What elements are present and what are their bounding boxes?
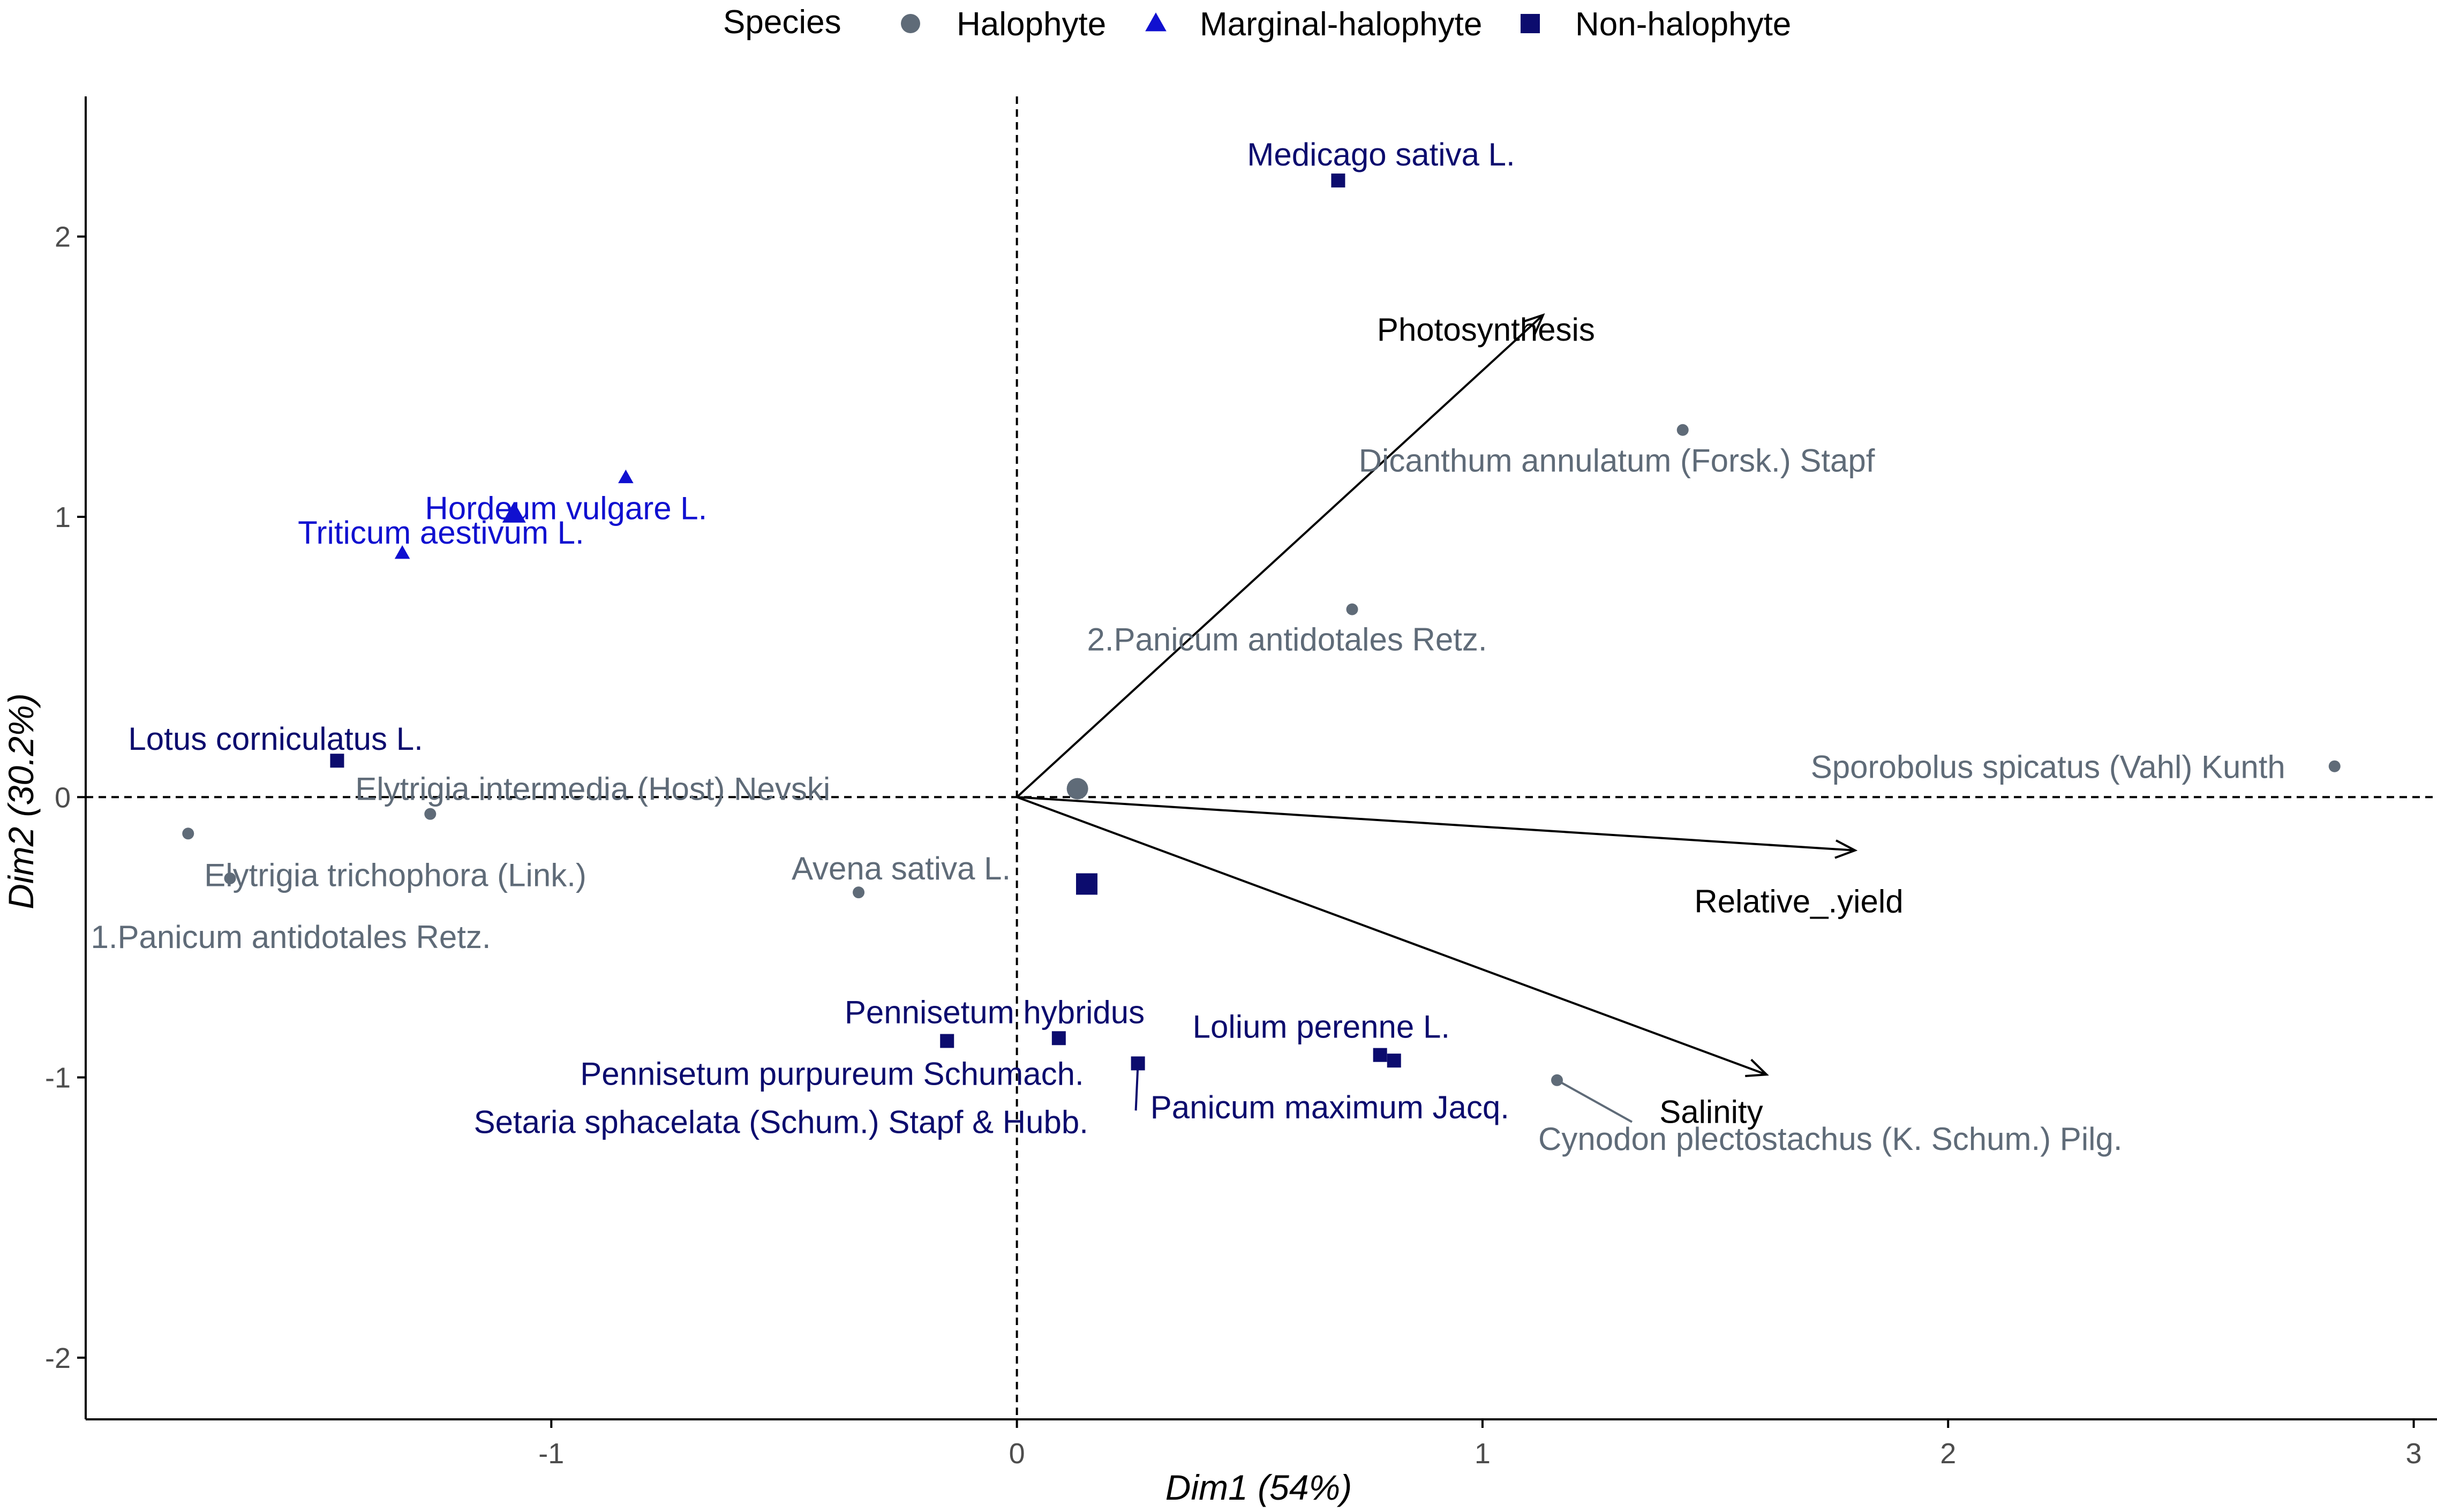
- point-labels: Medicago sativa L. Dicanthum annulatum (F…: [91, 137, 2285, 1157]
- point-lolium-perenne-l: [1373, 1048, 1387, 1062]
- label-triticum-aestivum-l: Triticum aestivum L.: [298, 515, 584, 551]
- label-avena-sativa-l: Avena sativa L.: [792, 851, 1011, 886]
- point-hordeum-vulgare-l: [618, 469, 634, 484]
- legend: Species Halophyte Marginal-halophyte Non-h…: [723, 4, 1791, 43]
- label-2-panicum-antidotales-retz: 2.Panicum antidotales Retz.: [1087, 622, 1487, 658]
- legend-title: Species: [723, 4, 841, 41]
- leader-cynodon-plectostachus-k-schum-pilg: [1556, 1079, 1633, 1123]
- y-axis-ticks: -2 -1 0 1 2: [45, 221, 86, 1374]
- label-leader-lines: [1134, 1063, 1633, 1123]
- label-lolium-perenne-l: Lolium perenne L.: [1193, 1009, 1450, 1045]
- leader-setaria-sphacelata-schum-stapf-hubb: [1134, 1063, 1139, 1111]
- label-elytrigia-intermedia-host-nevski: Elytrigia intermedia (Host) Nevski: [355, 771, 830, 807]
- x-axis-title: Dim1 (54%): [1165, 1468, 1352, 1507]
- group-centroids: [502, 501, 1098, 895]
- legend-marker-marginal-halophyte: [1145, 12, 1167, 32]
- label-pennisetum-purpureum-schumach: Pennisetum purpureum Schumach.: [580, 1056, 1084, 1092]
- reference-lines: [86, 96, 2437, 1419]
- vector-label-photosynthesis: Photosynthesis: [1377, 312, 1595, 348]
- point-2-panicum-antidotales-retz: [1346, 603, 1358, 615]
- legend-marker-non-halophyte: [1521, 14, 1540, 33]
- point-avena-sativa-l: [853, 886, 865, 899]
- centroid-marginal-halophyte: [502, 501, 526, 523]
- y-axis-title: Dim2 (30.2%): [1, 693, 41, 909]
- vector-label-salinity: Salinity: [1659, 1094, 1763, 1130]
- point-panicum-maximum-jacq: [1387, 1054, 1401, 1068]
- point-sporobolus-spicatus-vahl-kunth: [2328, 760, 2341, 772]
- label-sporobolus-spicatus-vahl-kunth: Sporobolus spicatus (Vahl) Kunth: [1811, 749, 2285, 785]
- legend-marker-halophyte: [901, 14, 920, 33]
- y-tick-label: 2: [55, 221, 71, 253]
- label-dicanthum-annulatum-forsk-stapf: Dicanthum annulatum (Forsk.) Stapf: [1359, 443, 1875, 479]
- y-tick-label: 0: [55, 781, 71, 814]
- x-tick-label: 3: [2406, 1438, 2422, 1470]
- label-elytrigia-trichophora-link: Elytrigia trichophora (Link.): [204, 857, 586, 893]
- label-panicum-maximum-jacq: Panicum maximum Jacq.: [1150, 1089, 1509, 1125]
- vector-label-relative-yield: Relative_.yield: [1694, 884, 1903, 920]
- point-pennisetum-purpureum-schumach: [940, 1034, 954, 1048]
- label-setaria-sphacelata-schum-stapf-hubb: Setaria sphacelata (Schum.) Stapf & Hubb…: [474, 1104, 1088, 1140]
- label-hordeum-vulgare-l: Hordeum vulgare L.: [425, 491, 707, 526]
- vector-salinity: [1016, 796, 1767, 1076]
- y-tick-label: -1: [45, 1062, 71, 1094]
- vector-arrowhead-photosynthesis: [1522, 313, 1545, 335]
- vector-relative-yield: [1017, 796, 1855, 852]
- variable-vectors: [1016, 313, 1858, 1077]
- point-cynodon-plectostachus-k-schum-pilg: [1551, 1074, 1563, 1086]
- y-tick-label: 1: [55, 501, 71, 533]
- x-tick-label: 1: [1475, 1438, 1491, 1470]
- legend-label-halophyte: Halophyte: [957, 6, 1106, 43]
- point-1-panicum-antidotales-retz: [224, 872, 236, 885]
- point-elytrigia-intermedia-host-nevski: [424, 808, 437, 820]
- label-cynodon-plectostachus-k-schum-pilg: Cynodon plectostachus (K. Schum.) Pilg.: [1538, 1121, 2123, 1157]
- point-pennisetum-hybridus: [1051, 1031, 1066, 1045]
- point-lotus-corniculatus-l: [330, 754, 344, 768]
- point-setaria-sphacelata-schum-stapf-hubb: [1131, 1056, 1145, 1071]
- plot-frame: [85, 96, 2437, 1420]
- label-medicago-sativa-l: Medicago sativa L.: [1247, 137, 1515, 172]
- point-triticum-aestivum-l: [394, 545, 410, 559]
- legend-label-marginal-halophyte: Marginal-halophyte: [1200, 6, 1482, 43]
- x-axis-ticks: -1 0 1 2 3: [538, 1419, 2422, 1470]
- point-dicanthum-annulatum-forsk-stapf: [1676, 424, 1689, 436]
- x-tick-label: 0: [1009, 1438, 1025, 1470]
- label-lotus-corniculatus-l: Lotus corniculatus L.: [128, 721, 423, 757]
- y-tick-label: -2: [45, 1342, 71, 1374]
- x-tick-label: 2: [1940, 1438, 1956, 1470]
- centroid-non-halophyte: [1076, 873, 1098, 895]
- label-1-panicum-antidotales-retz: 1.Panicum antidotales Retz.: [91, 919, 491, 955]
- data-points: [182, 173, 2341, 1086]
- point-medicago-sativa-l: [1331, 173, 1345, 187]
- centroid-halophyte: [1066, 778, 1088, 800]
- x-tick-label: -1: [538, 1438, 564, 1470]
- label-pennisetum-hybridus: Pennisetum hybridus: [845, 994, 1145, 1030]
- vector-arrowhead-relative-yield: [1834, 839, 1858, 859]
- vector-labels: Photosynthesis Relative_.yield Salinity: [1377, 312, 1904, 1130]
- point-elytrigia-trichophora-link: [182, 828, 194, 840]
- vector-arrowhead-salinity: [1745, 1058, 1769, 1077]
- legend-label-non-halophyte: Non-halophyte: [1575, 6, 1791, 43]
- vector-photosynthesis: [1016, 314, 1544, 798]
